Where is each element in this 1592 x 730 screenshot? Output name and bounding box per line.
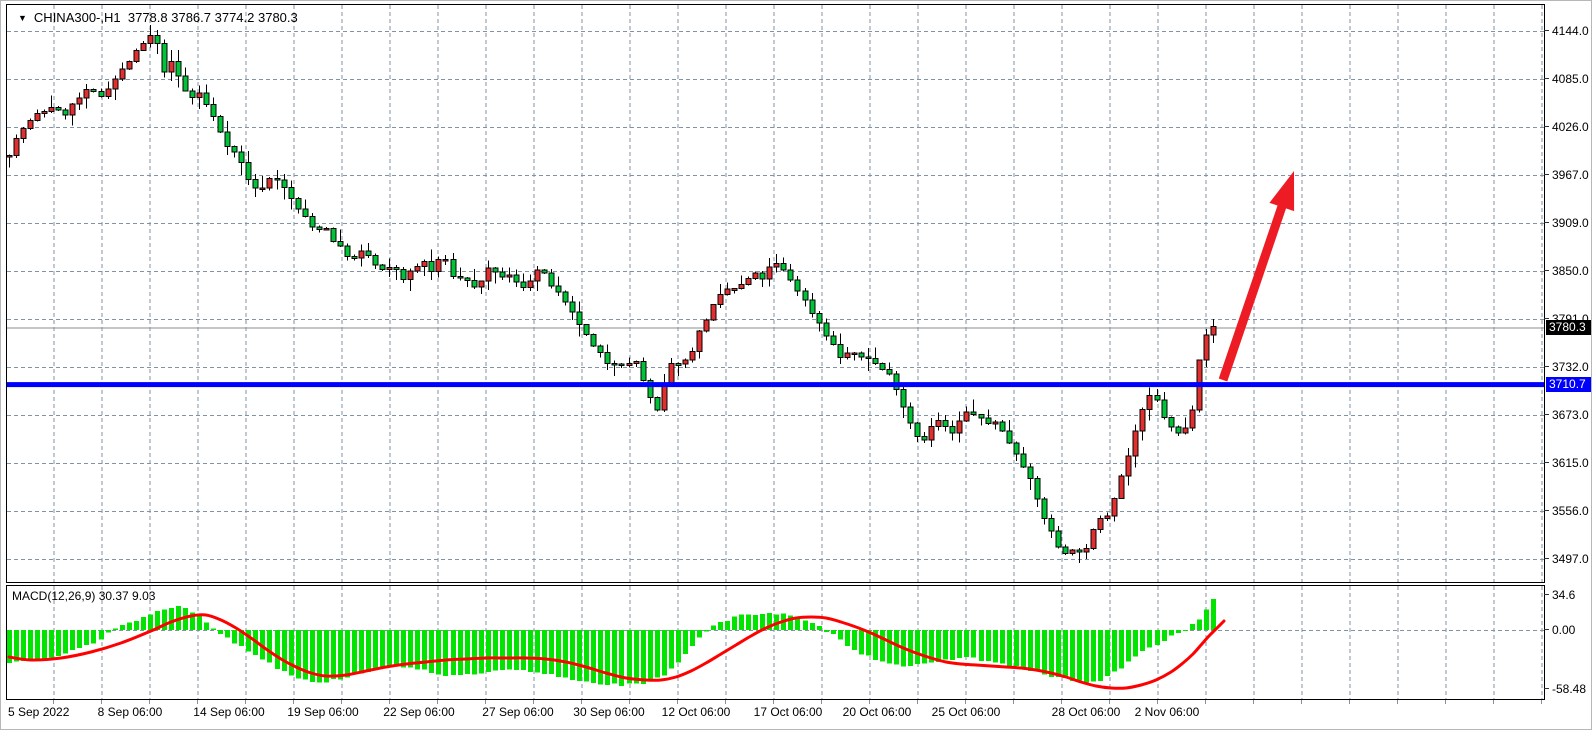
current-price-tag: 3780.3 [1546,319,1591,335]
symbol-dropdown-icon[interactable]: ▼ [18,13,27,23]
time-tick-mark [1109,700,1110,704]
time-tick-mark [341,700,342,704]
axis-tick-mark [1544,30,1549,31]
trend-arrow-head[interactable] [1269,171,1295,212]
time-tick-label: 28 Oct 06:00 [1051,705,1121,719]
axis-tick-mark [1544,594,1549,595]
price-pane[interactable]: ▼ CHINA300-,H1 3778.8 3786.7 3774.2 3780… [6,4,1545,583]
axis-tick-mark [1544,557,1549,559]
axis-tick-mark [1544,269,1549,271]
price-axis[interactable]: 4144.04085.04026.03967.03909.03850.03791… [1544,1,1591,700]
time-tick-label: 14 Sep 06:00 [193,705,265,719]
time-tick-label: 22 Sep 06:00 [383,705,455,719]
symbol-timeframe-label: CHINA300-,H1 [33,10,121,25]
time-tick-label: 20 Oct 06:00 [842,705,912,719]
time-tick-mark [677,700,678,704]
time-tick-mark [485,700,486,704]
time-tick-mark [149,700,150,704]
axis-tick-mark [1544,318,1549,320]
time-tick-mark [53,700,54,704]
time-tick-mark [821,700,822,704]
macd-indicator-label: MACD(12,26,9) 30.37 9.03 [12,589,156,603]
axis-tick-mark [1544,78,1549,80]
time-tick-mark [437,700,438,704]
axis-tick-mark [1544,221,1549,223]
axis-tick-mark [1544,366,1549,368]
time-axis[interactable]: 5 Sep 2022 8 Sep 06:00 14 Sep 06:00 19 Sep … [6,700,1545,726]
axis-tick-mark [1544,688,1549,689]
time-tick-mark [245,700,246,704]
axis-tick-mark [1544,461,1549,463]
macd-histogram [7,598,1216,686]
time-tick-mark [1349,700,1350,704]
trend-arrow-shaft[interactable] [1218,199,1288,382]
time-tick-label: 12 Oct 06:00 [661,705,731,719]
ohlc-quote-label: 3778.8 3786.7 3774.2 3780.3 [127,10,298,25]
time-tick-mark [1061,700,1062,704]
axis-tick-mark [1544,414,1549,416]
time-tick-mark [1205,700,1206,704]
macd-grid [7,586,1544,699]
time-tick-mark [197,700,198,704]
price-chart-canvas[interactable] [7,5,1544,582]
candlesticks [7,25,1217,563]
time-tick-mark [1445,700,1446,704]
time-tick-mark [1253,700,1254,704]
time-tick-mark [725,700,726,704]
time-tick-mark [629,700,630,704]
time-tick-label: 27 Sep 06:00 [482,705,554,719]
time-tick-label: 30 Sep 06:00 [573,705,645,719]
time-tick-mark [293,700,294,704]
time-tick-mark [773,700,774,704]
time-tick-mark [1493,700,1494,704]
axis-tick-mark [1544,174,1549,176]
time-tick-mark [101,700,102,704]
time-tick-mark [1397,700,1398,704]
time-tick-mark [581,700,582,704]
time-tick-label: 25 Oct 06:00 [931,705,1001,719]
time-tick-mark [1541,700,1542,704]
time-tick-label: 17 Oct 06:00 [753,705,823,719]
time-tick-mark [869,700,870,704]
time-tick-mark [917,700,918,704]
time-tick-label: 5 Sep 2022 [8,705,70,719]
axis-tick-mark [1544,509,1549,511]
time-tick-mark [965,700,966,704]
time-tick-mark [1013,700,1014,704]
time-tick-mark [1301,700,1302,704]
grid [7,5,1544,582]
time-tick-mark [533,700,534,704]
axis-tick-mark [1544,126,1549,128]
axis-tick-mark [1544,629,1549,630]
macd-signal-line [7,613,1226,690]
time-tick-mark [1157,700,1158,704]
time-tick-label: 8 Sep 06:00 [97,705,163,719]
macd-pane[interactable]: MACD(12,26,9) 30.37 9.03 [6,585,1545,700]
chart-title: ▼ CHINA300-,H1 3778.8 3786.7 3774.2 3780… [16,10,298,25]
time-tick-mark [389,700,390,704]
macd-canvas[interactable] [7,586,1544,699]
time-tick-label: 19 Sep 06:00 [287,705,359,719]
support-line-price-tag: 3710.7 [1546,376,1591,392]
time-tick-label: 2 Nov 06:00 [1134,705,1200,719]
support-line[interactable] [7,382,1544,388]
